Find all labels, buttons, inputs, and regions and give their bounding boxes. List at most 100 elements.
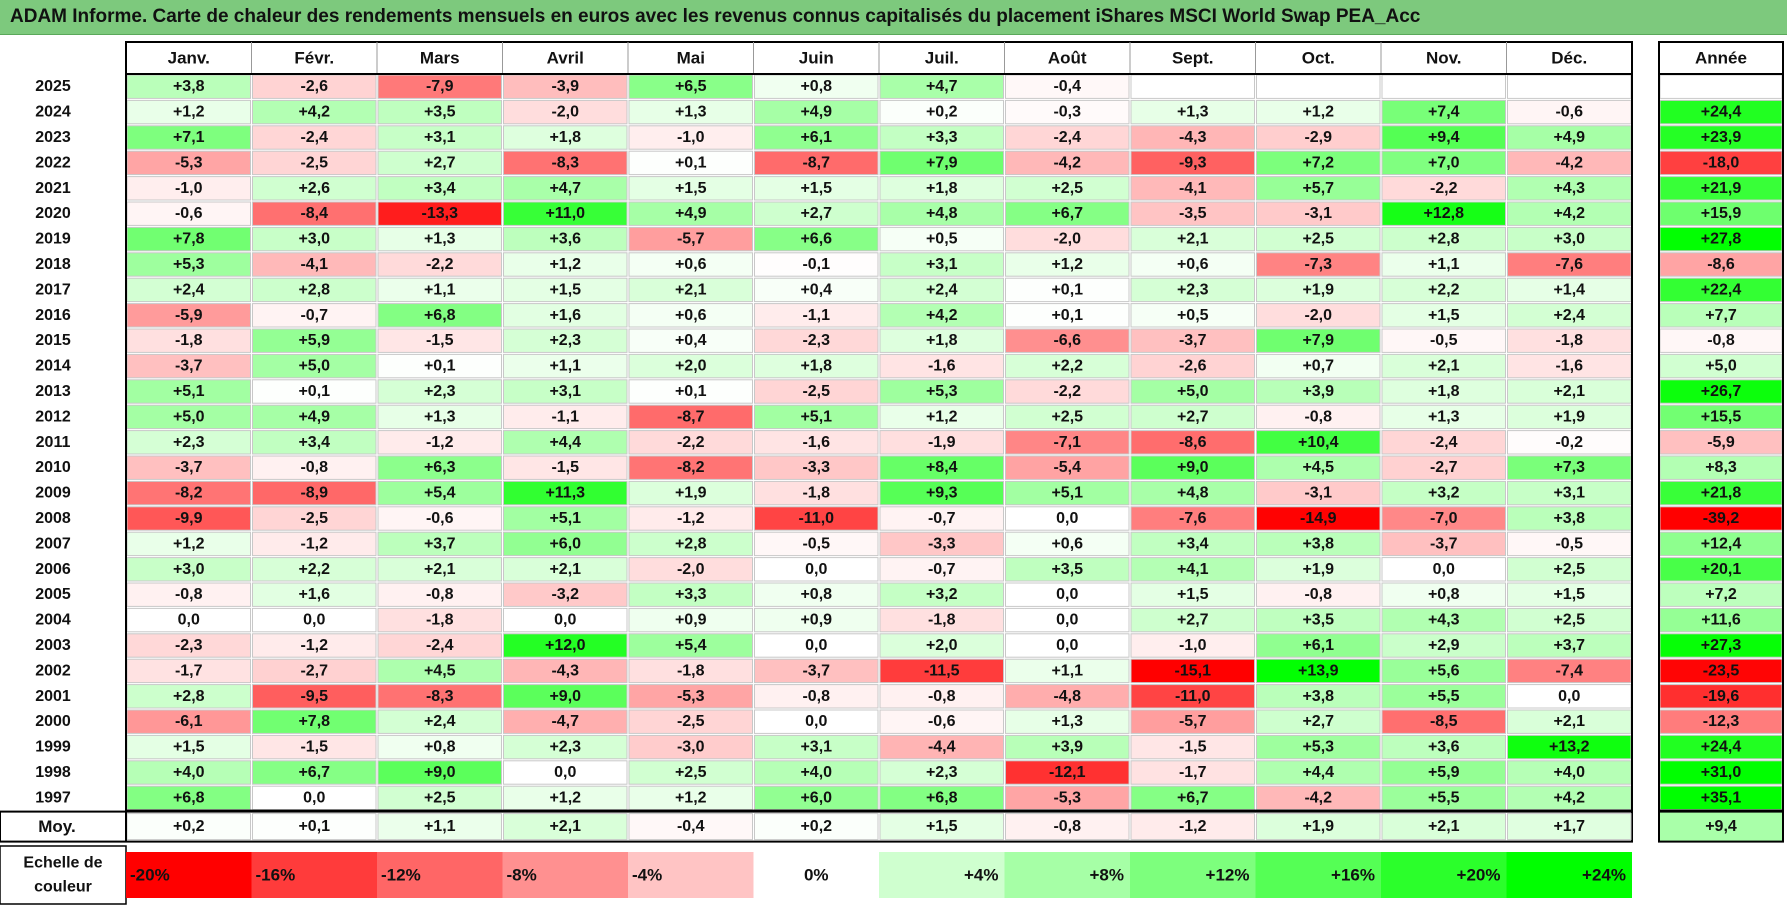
- heatmap-cell: [252, 760, 377, 785]
- heatmap-cell: [1005, 557, 1130, 582]
- cell-value: -0,8: [928, 688, 956, 705]
- cell-value: -3,7: [175, 459, 203, 476]
- heatmap-cell: [377, 455, 502, 480]
- average-cell: [1005, 813, 1130, 841]
- cell-value: +1,8: [1428, 383, 1460, 400]
- cell-value: +2,3: [424, 383, 456, 400]
- cell-value: +3,3: [926, 129, 958, 146]
- cell-value: -1,0: [175, 180, 203, 197]
- cell-value: +1,2: [1051, 256, 1083, 273]
- cell-value: -7,3: [1304, 256, 1332, 273]
- cell-value: -8,7: [677, 408, 705, 425]
- cell-value: +3,1: [926, 256, 958, 273]
- heatmap-cell: [1005, 277, 1130, 303]
- cell-value: +1,1: [549, 358, 581, 375]
- heatmap-cell: [628, 99, 753, 125]
- heatmap-cell: [754, 607, 879, 633]
- cell-value: -5,3: [677, 688, 705, 705]
- annual-value: -19,6: [1703, 688, 1740, 705]
- year-label: 2015: [35, 332, 71, 349]
- cell-value: -2,3: [802, 332, 830, 349]
- heatmap-cell: [377, 277, 502, 303]
- cell-value: +1,6: [549, 307, 581, 324]
- year-label: 2016: [35, 307, 71, 324]
- heatmap-cell: [879, 150, 1004, 176]
- heatmap-cell: [377, 684, 502, 709]
- heatmap-cell: [1381, 176, 1506, 201]
- heatmap-cell: [1381, 531, 1506, 557]
- heatmap-cell: [1130, 277, 1255, 303]
- heatmap-cell: [503, 303, 628, 328]
- scale-swatch: [1255, 852, 1381, 898]
- cell-value: +2,5: [675, 764, 707, 781]
- cell-value: +3,8: [173, 78, 205, 95]
- scale-swatch: [1381, 852, 1507, 898]
- cell-value: -3,3: [928, 535, 956, 552]
- heatmap-cell: [1381, 201, 1506, 226]
- month-header: Mai: [677, 49, 705, 68]
- cell-value: -5,7: [677, 231, 705, 248]
- cell-value: -1,8: [1555, 332, 1583, 349]
- heatmap-cell: [1130, 125, 1255, 150]
- cell-value: +0,8: [800, 586, 832, 603]
- cell-value: -2,5: [677, 713, 705, 730]
- cell-value: +3,1: [800, 739, 832, 756]
- cell-value: 0,0: [1056, 637, 1078, 654]
- heatmap-cell: [628, 328, 753, 353]
- cell-value: +3,6: [549, 231, 581, 248]
- cell-value: +2,6: [298, 180, 330, 197]
- cell-value: +0,9: [800, 612, 832, 629]
- cell-value: +5,1: [549, 510, 581, 527]
- cell-value: +2,1: [675, 281, 707, 298]
- scale-swatch: [377, 852, 503, 898]
- cell-value: -9,5: [300, 688, 328, 705]
- heatmap-cell: [1381, 252, 1506, 277]
- cell-value: +0,6: [675, 256, 707, 273]
- cell-value: +1,1: [1428, 256, 1460, 273]
- heatmap-cell: [377, 226, 502, 252]
- cell-value: -2,6: [300, 78, 328, 95]
- heatmap-cell: [1381, 303, 1506, 328]
- heatmap-cell: [1005, 303, 1130, 328]
- heatmap-cell: [1256, 582, 1381, 607]
- cell-value: +3,8: [1302, 688, 1334, 705]
- heatmap-cell: [503, 328, 628, 353]
- heatmap-cell: [503, 531, 628, 557]
- year-label: 1998: [35, 764, 71, 781]
- heatmap-cell: [1130, 74, 1255, 99]
- heatmap-cell: [628, 404, 753, 430]
- cell-value: -3,7: [1430, 535, 1458, 552]
- cell-value: +13,2: [1549, 739, 1590, 756]
- heatmap-cell: [1381, 74, 1506, 99]
- cell-value: -2,4: [1053, 129, 1081, 146]
- cell-value: +3,9: [1051, 739, 1083, 756]
- cell-value: -1,8: [677, 662, 705, 679]
- year-label: 2013: [35, 383, 71, 400]
- heatmap-cell: [754, 430, 879, 455]
- cell-value: -0,1: [802, 256, 830, 273]
- heatmap-cell: [628, 531, 753, 557]
- scale-label-box: [0, 845, 127, 905]
- annual-value: +22,4: [1701, 281, 1742, 298]
- cell-value: +2,5: [1051, 408, 1083, 425]
- average-label: Moy.: [38, 817, 75, 836]
- cell-value: -5,3: [1053, 789, 1081, 806]
- cell-value: +6,3: [424, 459, 456, 476]
- cell-value: +5,1: [800, 408, 832, 425]
- cell-value: -5,4: [1053, 459, 1081, 476]
- cell-value: -9,9: [175, 510, 203, 527]
- cell-value: +5,9: [298, 332, 330, 349]
- heatmap-cell: [628, 125, 753, 150]
- cell-value: +2,5: [1302, 231, 1334, 248]
- year-label: 2009: [35, 485, 71, 502]
- heatmap-cell: [1256, 379, 1381, 404]
- heatmap-cell: [503, 455, 628, 480]
- average-value: +1,7: [1553, 818, 1585, 835]
- cell-value: -8,5: [1430, 713, 1458, 730]
- heatmap-cell: [879, 201, 1004, 226]
- cell-value: +10,4: [1298, 434, 1339, 451]
- cell-value: +0,5: [926, 231, 958, 248]
- cell-value: -8,2: [677, 459, 705, 476]
- year-label: 2014: [35, 358, 71, 375]
